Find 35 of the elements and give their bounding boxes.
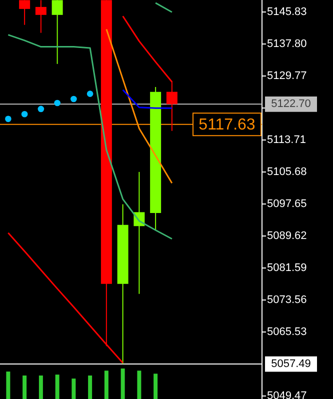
y-tick-label: 5097.65 bbox=[267, 198, 307, 210]
y-tick-label: 5145.83 bbox=[267, 6, 307, 18]
y-tick-label: 5105.68 bbox=[267, 166, 307, 178]
bar bbox=[137, 370, 142, 399]
bar bbox=[104, 370, 108, 399]
y-tick-label: 5113.71 bbox=[267, 134, 306, 146]
y-tick-label: 5137.80 bbox=[267, 38, 307, 50]
candlestick bbox=[52, 0, 63, 64]
y-tick-label: 5049.47 bbox=[267, 390, 307, 399]
ref-line-label: 5117.63 bbox=[198, 116, 256, 134]
bar bbox=[55, 374, 60, 399]
candlestick bbox=[19, 0, 30, 26]
y-tick-label: 5129.77 bbox=[267, 70, 307, 82]
bar bbox=[38, 376, 43, 399]
line-series bbox=[7, 34, 173, 240]
y-tick-label: 5081.59 bbox=[267, 262, 307, 274]
candlestick bbox=[35, 0, 46, 34]
point bbox=[5, 116, 12, 122]
line-series bbox=[7, 232, 124, 364]
bar bbox=[88, 376, 92, 399]
point bbox=[86, 90, 94, 97]
ref-line-label: 5057.49 bbox=[271, 358, 311, 370]
point bbox=[21, 110, 28, 118]
bar bbox=[72, 378, 76, 399]
point bbox=[38, 106, 44, 112]
y-tick-label: 5089.62 bbox=[267, 230, 307, 242]
ref-line-label: 5122.70 bbox=[271, 98, 311, 110]
bar bbox=[22, 376, 27, 399]
y-tick-label: 5065.53 bbox=[267, 326, 307, 338]
point bbox=[70, 96, 77, 102]
bar bbox=[120, 368, 125, 399]
bar bbox=[154, 374, 158, 399]
y-tick-label: 5073.56 bbox=[267, 294, 307, 306]
bar bbox=[6, 372, 10, 399]
point bbox=[54, 100, 60, 106]
